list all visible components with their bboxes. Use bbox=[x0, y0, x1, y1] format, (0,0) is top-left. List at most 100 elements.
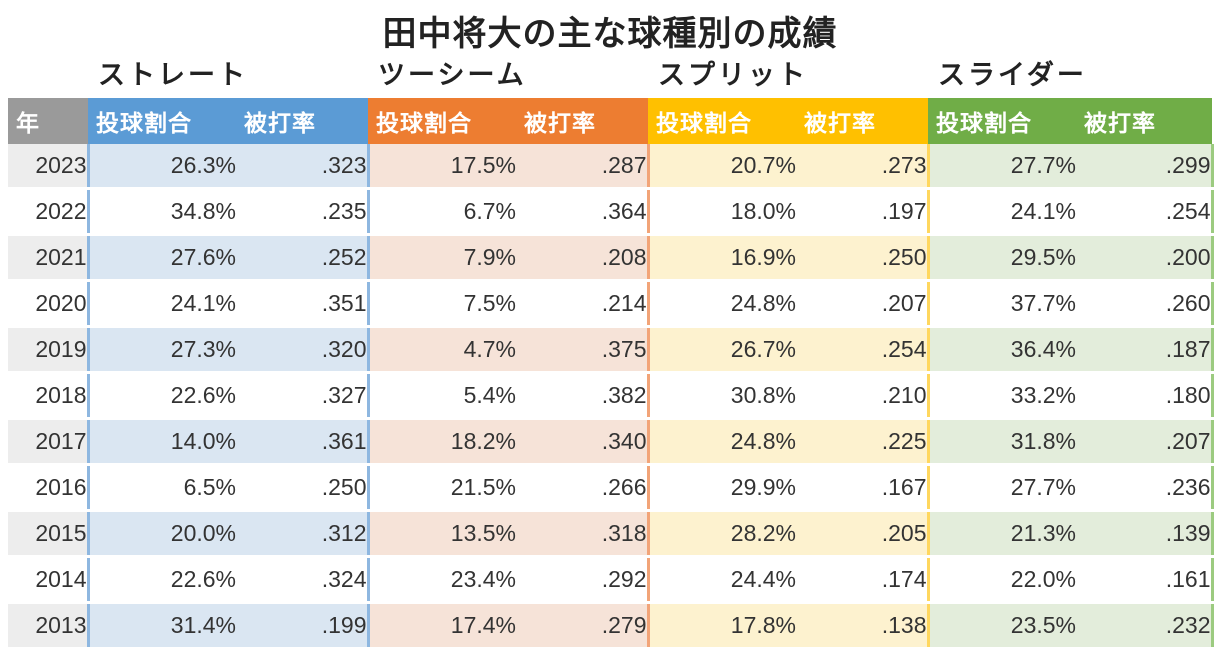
two-seam-ratio-cell: 21.5% bbox=[366, 464, 516, 512]
straight-avg-cell: .250 bbox=[236, 464, 370, 512]
split-ratio-cell: 18.0% bbox=[646, 188, 796, 236]
two-seam-avg-cell: .279 bbox=[516, 601, 650, 650]
straight-ratio-cell: 22.6% bbox=[86, 372, 236, 420]
header-slider-avg: 被打率 bbox=[1076, 98, 1212, 144]
split-ratio-cell: 24.4% bbox=[646, 556, 796, 604]
slider-ratio-cell: 36.4% bbox=[926, 326, 1076, 374]
slider-avg-cell: .254 bbox=[1076, 188, 1214, 236]
table-row: 2016 6.5% .250 21.5% .266 29.9% .167 27.7% .236 bbox=[8, 464, 1214, 512]
year-cell: 2016 bbox=[8, 464, 88, 512]
group-label-two-seam: ツーシーム bbox=[378, 60, 527, 91]
split-avg-cell: .210 bbox=[796, 372, 930, 420]
straight-avg-cell: .312 bbox=[236, 510, 370, 558]
two-seam-ratio-cell: 17.4% bbox=[366, 601, 516, 650]
straight-avg-cell: .320 bbox=[236, 326, 370, 374]
two-seam-avg-cell: .382 bbox=[516, 372, 650, 420]
group-label-split: スプリット bbox=[658, 60, 808, 91]
header-split-avg: 被打率 bbox=[796, 98, 928, 144]
straight-avg-cell: .199 bbox=[236, 601, 370, 650]
straight-ratio-cell: 20.0% bbox=[86, 510, 236, 558]
header-two-seam-ratio: 投球割合 bbox=[368, 98, 516, 144]
table-row: 2013 31.4% .199 17.4% .279 17.8% .138 23.5% .232 bbox=[8, 601, 1214, 650]
split-ratio-cell: 16.9% bbox=[646, 234, 796, 282]
year-cell: 2013 bbox=[8, 601, 88, 650]
table-row: 2023 26.3% .323 17.5% .287 20.7% .273 27.7% .299 bbox=[8, 144, 1214, 190]
table-row: 2019 27.3% .320 4.7% .375 26.7% .254 36.4% .187 bbox=[8, 326, 1214, 374]
slider-ratio-cell: 33.2% bbox=[926, 372, 1076, 420]
header-row: 年 投球割合 被打率 投球割合 被打率 投球割合 被打率 投球割合 被打率 bbox=[8, 98, 1212, 144]
slider-avg-cell: .236 bbox=[1076, 464, 1214, 512]
straight-avg-cell: .252 bbox=[236, 234, 370, 282]
split-avg-cell: .225 bbox=[796, 418, 930, 466]
two-seam-avg-cell: .318 bbox=[516, 510, 650, 558]
split-avg-cell: .207 bbox=[796, 279, 930, 328]
slider-avg-cell: .207 bbox=[1076, 418, 1214, 466]
slider-ratio-cell: 27.7% bbox=[926, 464, 1076, 512]
split-ratio-cell: 29.9% bbox=[646, 464, 796, 512]
two-seam-ratio-cell: 13.5% bbox=[366, 510, 516, 558]
split-ratio-cell: 26.7% bbox=[646, 326, 796, 374]
slider-avg-cell: .187 bbox=[1076, 326, 1214, 374]
two-seam-avg-cell: .364 bbox=[516, 188, 650, 236]
two-seam-ratio-cell: 17.5% bbox=[366, 144, 516, 190]
split-avg-cell: .254 bbox=[796, 326, 930, 374]
split-ratio-cell: 28.2% bbox=[646, 510, 796, 558]
two-seam-ratio-cell: 7.9% bbox=[366, 234, 516, 282]
two-seam-avg-cell: .340 bbox=[516, 418, 650, 466]
header-year: 年 bbox=[8, 98, 88, 144]
header-slider-ratio: 投球割合 bbox=[928, 98, 1076, 144]
straight-ratio-cell: 27.6% bbox=[86, 234, 236, 282]
page-title: 田中将大の主な球種別の成績 bbox=[382, 14, 838, 54]
year-cell: 2022 bbox=[8, 188, 88, 236]
two-seam-ratio-cell: 6.7% bbox=[366, 188, 516, 236]
year-cell: 2015 bbox=[8, 510, 88, 558]
header-split-ratio: 投球割合 bbox=[648, 98, 796, 144]
straight-ratio-cell: 34.8% bbox=[86, 188, 236, 236]
group-label-straight: ストレート bbox=[98, 60, 248, 91]
straight-avg-cell: .361 bbox=[236, 418, 370, 466]
slider-ratio-cell: 29.5% bbox=[926, 234, 1076, 282]
table-row: 2018 22.6% .327 5.4% .382 30.8% .210 33.2% .180 bbox=[8, 372, 1214, 420]
split-avg-cell: .205 bbox=[796, 510, 930, 558]
two-seam-avg-cell: .214 bbox=[516, 279, 650, 328]
two-seam-ratio-cell: 23.4% bbox=[366, 556, 516, 604]
header-straight-ratio: 投球割合 bbox=[88, 98, 236, 144]
year-cell: 2014 bbox=[8, 556, 88, 604]
straight-avg-cell: .324 bbox=[236, 556, 370, 604]
two-seam-avg-cell: .208 bbox=[516, 234, 650, 282]
stats-table: 年 投球割合 被打率 投球割合 被打率 投球割合 被打率 投球割合 被打率 20… bbox=[8, 98, 1214, 650]
two-seam-ratio-cell: 18.2% bbox=[366, 418, 516, 466]
straight-avg-cell: .323 bbox=[236, 144, 370, 190]
slider-avg-cell: .200 bbox=[1076, 234, 1214, 282]
slider-avg-cell: .299 bbox=[1076, 144, 1214, 190]
slider-avg-cell: .139 bbox=[1076, 510, 1214, 558]
slider-ratio-cell: 27.7% bbox=[926, 144, 1076, 190]
year-cell: 2019 bbox=[8, 326, 88, 374]
slider-ratio-cell: 21.3% bbox=[926, 510, 1076, 558]
split-ratio-cell: 20.7% bbox=[646, 144, 796, 190]
slider-ratio-cell: 24.1% bbox=[926, 188, 1076, 236]
slider-avg-cell: .260 bbox=[1076, 279, 1214, 328]
straight-ratio-cell: 26.3% bbox=[86, 144, 236, 190]
year-cell: 2023 bbox=[8, 144, 88, 190]
straight-avg-cell: .235 bbox=[236, 188, 370, 236]
header-straight-avg: 被打率 bbox=[236, 98, 368, 144]
table-row: 2022 34.8% .235 6.7% .364 18.0% .197 24.1% .254 bbox=[8, 188, 1214, 236]
table-row: 2021 27.6% .252 7.9% .208 16.9% .250 29.5% .200 bbox=[8, 234, 1214, 282]
straight-ratio-cell: 22.6% bbox=[86, 556, 236, 604]
split-ratio-cell: 30.8% bbox=[646, 372, 796, 420]
slider-ratio-cell: 22.0% bbox=[926, 556, 1076, 604]
slider-ratio-cell: 23.5% bbox=[926, 601, 1076, 650]
year-cell: 2018 bbox=[8, 372, 88, 420]
split-avg-cell: .174 bbox=[796, 556, 930, 604]
two-seam-avg-cell: .292 bbox=[516, 556, 650, 604]
header-two-seam-avg: 被打率 bbox=[516, 98, 648, 144]
straight-avg-cell: .327 bbox=[236, 372, 370, 420]
straight-ratio-cell: 24.1% bbox=[86, 279, 236, 328]
split-avg-cell: .197 bbox=[796, 188, 930, 236]
slider-avg-cell: .232 bbox=[1076, 601, 1214, 650]
two-seam-avg-cell: .266 bbox=[516, 464, 650, 512]
split-ratio-cell: 24.8% bbox=[646, 418, 796, 466]
two-seam-ratio-cell: 7.5% bbox=[366, 279, 516, 328]
straight-ratio-cell: 6.5% bbox=[86, 464, 236, 512]
